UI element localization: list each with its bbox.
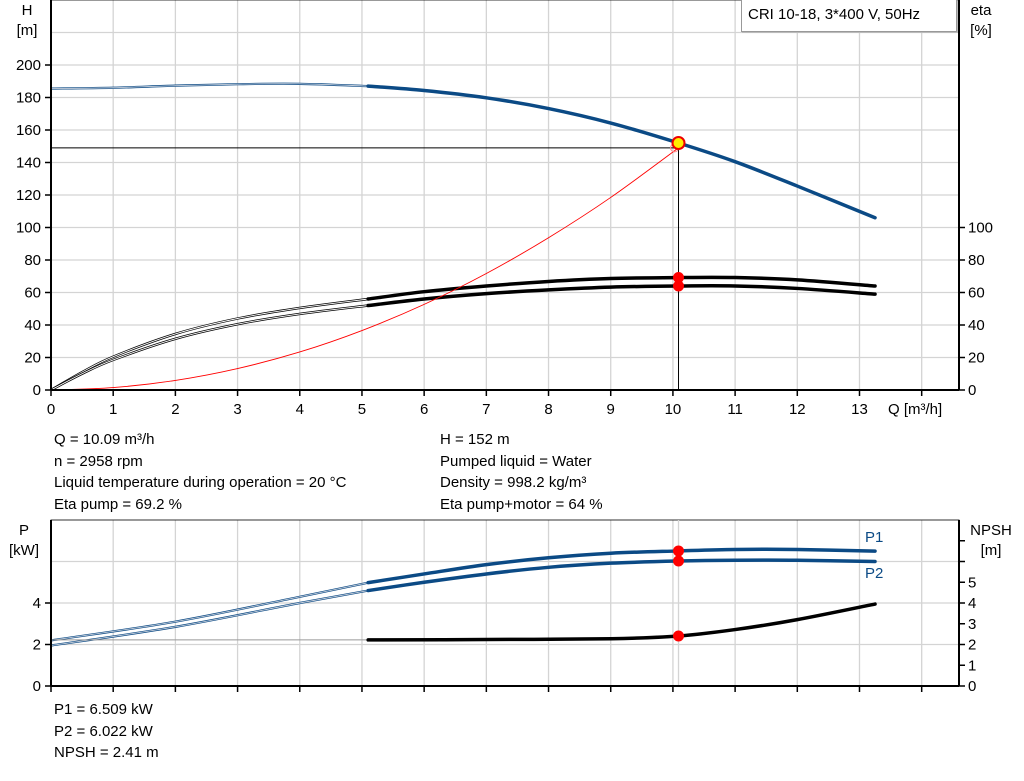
y2-tick-label: 20 (968, 350, 985, 367)
h-axis-unit: [m] (17, 22, 38, 39)
eta-pump-thin-inner (50, 298, 369, 391)
x-tick-label: 11 (727, 401, 743, 418)
y2-tick-label: 0 (968, 678, 976, 695)
x-tick-label: 2 (171, 401, 179, 418)
eta-pump-motor-line (366, 284, 877, 308)
h-axis-title: H (22, 2, 33, 19)
y2-tick-label: 100 (968, 220, 993, 237)
eta-pump-motor-thin-outline (50, 304, 369, 392)
info-eta-pump-motor: Eta pump+motor = 64 % (440, 495, 603, 513)
p1-series-label: P1 (865, 529, 883, 546)
y2-tick-label: 1 (968, 657, 976, 674)
y2-tick-label: 5 (968, 574, 976, 591)
x-tick-label: 7 (482, 401, 490, 418)
npsh-point (673, 630, 685, 642)
x-tick-label: 3 (233, 401, 241, 418)
npsh-axis-title: NPSH (970, 522, 1012, 539)
p1-point (673, 545, 685, 557)
y2-tick-label: 2 (968, 637, 976, 654)
y-tick-label: 100 (16, 220, 41, 237)
y-tick-label: 160 (16, 122, 41, 139)
p2-series-label: P2 (865, 565, 883, 582)
y2-tick-label: 60 (968, 285, 985, 302)
chart-legend-title: CRI 10-18, 3*400 V, 50Hz (741, 0, 957, 32)
y-tick-label: 180 (16, 90, 41, 107)
axis-labels: H [m] eta [%] Q [m³/h] P [kW] NPSH [m] P… (9, 2, 1012, 582)
info-density: Density = 998.2 kg/m³ (440, 474, 587, 491)
info-p2: P2 = 6.022 kW (54, 722, 153, 740)
info-p1: P1 = 6.509 kW (54, 701, 153, 718)
info-eta-pump: Eta pump = 69.2 % (54, 495, 182, 513)
info-liquid-temp: Liquid temperature during operation = 20… (54, 474, 347, 491)
x-tick-label: 10 (665, 401, 682, 418)
y2-tick-label: 0 (968, 382, 976, 399)
head-thin-inner (50, 83, 369, 90)
y2-tick-label: 80 (968, 252, 985, 269)
x-tick-label: 1 (109, 401, 117, 418)
power-chart-grid (50, 519, 960, 687)
npsh-line (366, 602, 877, 642)
x-tick-label: 4 (296, 401, 304, 418)
y-tick-label: 0 (33, 678, 41, 695)
x-tick-label: 12 (789, 401, 806, 418)
eta-pump-line (366, 275, 877, 301)
y-tick-label: 20 (24, 350, 41, 367)
y2-tick-label: 3 (968, 616, 976, 633)
x-tick-label: 9 (607, 401, 615, 418)
eta-pump-motor-thin-inner (50, 305, 369, 391)
eta-pump-thin-outline (50, 297, 369, 392)
y-tick-label: 4 (33, 595, 41, 612)
info-left: Q = 10.09 m³/h n = 2958 rpm Liquid tempe… (54, 429, 346, 515)
system-curve-line (50, 147, 679, 391)
p-axis-unit: [kW] (9, 542, 39, 559)
eta-axis-title: eta (971, 2, 993, 19)
eta-pump-point (673, 272, 685, 284)
x-tick-label: 8 (544, 401, 552, 418)
info-npsh: NPSH = 2.41 m (54, 744, 159, 761)
info-speed: n = 2958 rpm (54, 452, 143, 470)
eta-pump-motor-point (673, 280, 685, 292)
eta-axis-unit: [%] (970, 22, 992, 39)
p1-line (366, 547, 877, 585)
y-tick-label: 140 (16, 155, 41, 172)
x-tick-label: 6 (420, 401, 428, 418)
y2-tick-label: 40 (968, 317, 985, 334)
p2-point (673, 555, 685, 567)
y-tick-label: 0 (33, 382, 41, 399)
info-right: H = 152 m Pumped liquid = Water Density … (440, 429, 603, 515)
y-tick-label: 40 (24, 317, 41, 334)
info-head: H = 152 m (440, 431, 510, 448)
x-tick-label: 13 (851, 401, 868, 418)
info-pumped-liquid: Pumped liquid = Water (440, 452, 592, 470)
duty-point-marker (671, 136, 686, 150)
y2-tick-label: 4 (968, 595, 976, 612)
y-tick-label: 2 (33, 637, 41, 654)
y-tick-label: 120 (16, 187, 41, 204)
info-bottom: P1 = 6.509 kW P2 = 6.022 kW NPSH = 2.41 … (54, 699, 159, 764)
npsh-axis-unit: [m] (981, 542, 1002, 559)
p1-thin-outline (50, 581, 369, 642)
y-tick-label: 200 (16, 57, 41, 74)
head-line (366, 84, 877, 220)
x-tick-label: 0 (47, 401, 55, 418)
p2-thin-inner (50, 590, 369, 646)
p-axis-title: P (19, 522, 29, 539)
axes: 0204060801001201401601802000204060801000… (16, 0, 993, 695)
head-chart-grid (50, 0, 960, 391)
info-flow: Q = 10.09 m³/h (54, 431, 155, 448)
p2-line (366, 558, 877, 593)
y-tick-label: 60 (24, 285, 41, 302)
p1-thin-inner (50, 582, 369, 641)
y-tick-label: 80 (24, 252, 41, 269)
q-axis-title: Q [m³/h] (888, 401, 942, 418)
curves (50, 82, 877, 686)
x-tick-label: 5 (358, 401, 366, 418)
